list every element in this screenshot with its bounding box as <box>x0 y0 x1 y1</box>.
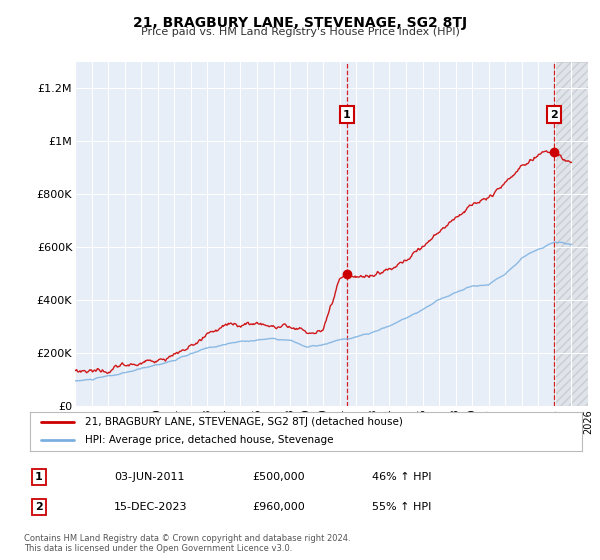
Bar <box>554 62 588 406</box>
Text: 21, BRAGBURY LANE, STEVENAGE, SG2 8TJ (detached house): 21, BRAGBURY LANE, STEVENAGE, SG2 8TJ (d… <box>85 417 403 427</box>
Text: 15-DEC-2023: 15-DEC-2023 <box>114 502 187 512</box>
Text: 21, BRAGBURY LANE, STEVENAGE, SG2 8TJ: 21, BRAGBURY LANE, STEVENAGE, SG2 8TJ <box>133 16 467 30</box>
Text: 1: 1 <box>35 472 43 482</box>
Text: 46% ↑ HPI: 46% ↑ HPI <box>372 472 431 482</box>
Text: £500,000: £500,000 <box>252 472 305 482</box>
Text: Price paid vs. HM Land Registry's House Price Index (HPI): Price paid vs. HM Land Registry's House … <box>140 27 460 37</box>
Text: 1: 1 <box>343 110 350 120</box>
Text: This data is licensed under the Open Government Licence v3.0.: This data is licensed under the Open Gov… <box>24 544 292 553</box>
Text: 03-JUN-2011: 03-JUN-2011 <box>114 472 185 482</box>
Text: Contains HM Land Registry data © Crown copyright and database right 2024.: Contains HM Land Registry data © Crown c… <box>24 534 350 543</box>
Text: 2: 2 <box>550 110 558 120</box>
Bar <box>554 62 588 406</box>
Text: £960,000: £960,000 <box>252 502 305 512</box>
Text: HPI: Average price, detached house, Stevenage: HPI: Average price, detached house, Stev… <box>85 435 334 445</box>
Text: 2: 2 <box>35 502 43 512</box>
Text: 55% ↑ HPI: 55% ↑ HPI <box>372 502 431 512</box>
